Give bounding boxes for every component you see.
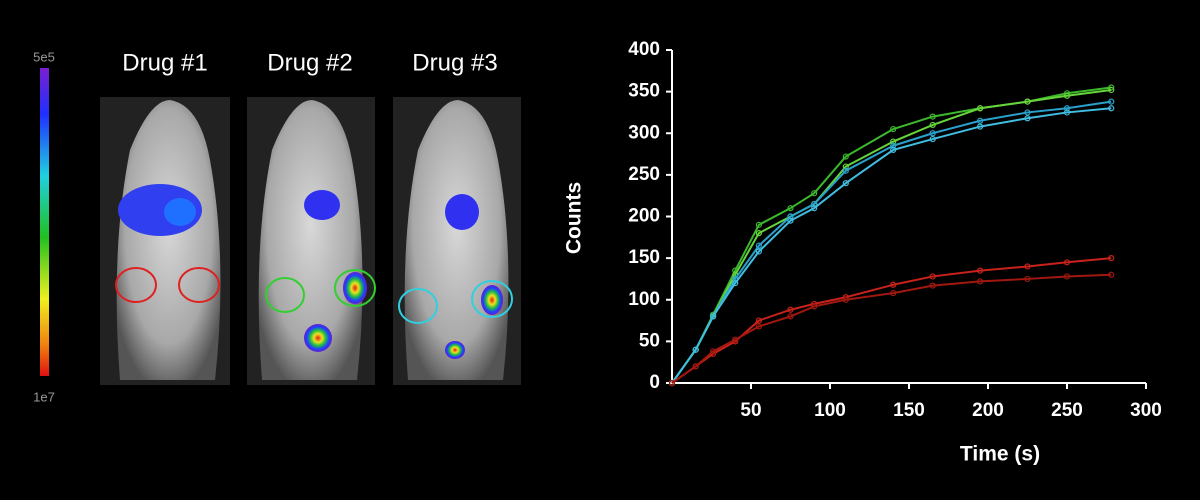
data-point (842, 153, 849, 160)
data-point (709, 313, 717, 320)
data-point (929, 121, 936, 129)
data-point (787, 313, 794, 320)
mouse-image-1 (100, 97, 230, 385)
y-tick-label: 150 (628, 247, 660, 268)
data-point (811, 205, 818, 212)
data-point (692, 363, 699, 370)
data-point (811, 303, 818, 310)
data-point (976, 278, 984, 285)
data-point (755, 317, 763, 324)
y-tick-label: 50 (639, 330, 660, 351)
data-point (1063, 273, 1071, 280)
x-tick-label: 150 (893, 400, 925, 421)
data-point (1108, 255, 1115, 262)
y-tick-label: 350 (628, 81, 660, 102)
data-point (811, 200, 818, 208)
y-tick-label: 0 (649, 372, 660, 393)
colorbar-bottom-label: 1e7 (33, 389, 55, 404)
data-point (755, 230, 763, 237)
panel-label: Drug #2 (267, 49, 352, 76)
data-point (890, 146, 897, 153)
data-point (842, 296, 849, 303)
data-point (755, 242, 763, 249)
panel-label: Drug #3 (412, 49, 497, 76)
data-point (1108, 105, 1115, 112)
data-point (1063, 92, 1071, 99)
data-point (755, 323, 763, 330)
panel-label: Drug #1 (122, 49, 207, 76)
data-point (976, 123, 984, 130)
data-point (1024, 109, 1031, 116)
mouse-image-2 (247, 97, 376, 385)
data-point (890, 289, 897, 297)
x-tick-label: 200 (972, 400, 1004, 421)
data-point (787, 213, 794, 220)
y-tick-label: 200 (628, 206, 660, 227)
series-line (671, 273, 1112, 384)
data-point (929, 282, 936, 289)
data-point (842, 167, 849, 174)
x-tick-label: 250 (1051, 400, 1083, 421)
colorbar (40, 68, 49, 376)
colorbar-top-label: 5e5 (33, 49, 55, 64)
data-point (732, 336, 739, 343)
data-point (811, 190, 818, 197)
data-point (787, 217, 794, 224)
data-point (1063, 105, 1071, 112)
series-line (671, 107, 1112, 384)
data-point (890, 142, 897, 149)
data-point (1024, 98, 1031, 105)
data-point (976, 267, 984, 274)
data-point (692, 346, 699, 353)
y-axis-label: Counts (563, 182, 586, 254)
data-point (1063, 259, 1071, 266)
data-point (1063, 109, 1071, 116)
data-point (976, 117, 984, 124)
data-point (929, 135, 936, 143)
data-point (1108, 86, 1115, 94)
data-point (1108, 271, 1115, 278)
data-point (890, 125, 897, 133)
data-point (1024, 115, 1031, 122)
x-axis-label: Time (s) (960, 443, 1040, 466)
data-point (1024, 275, 1031, 283)
data-point (929, 130, 936, 137)
mouse-image-3 (393, 97, 521, 385)
data-point (709, 348, 717, 355)
y-tick-label: 400 (628, 39, 660, 60)
data-point (787, 205, 794, 212)
data-point (842, 180, 849, 187)
y-tick-label: 100 (628, 289, 660, 310)
data-point (890, 138, 897, 145)
x-tick-label: 300 (1130, 400, 1162, 421)
data-point (755, 248, 763, 255)
data-point (929, 113, 936, 120)
y-tick-label: 300 (628, 122, 660, 143)
x-tick-label: 50 (740, 400, 761, 421)
data-point (755, 221, 763, 228)
x-tick-label: 100 (814, 400, 846, 421)
series-line (671, 257, 1112, 384)
data-point (668, 379, 676, 387)
data-point (787, 306, 794, 313)
data-point (1108, 98, 1115, 105)
data-point (976, 105, 984, 112)
data-point (890, 281, 897, 288)
data-point (929, 273, 936, 280)
y-tick-label: 250 (628, 164, 660, 185)
data-point (732, 280, 739, 287)
data-point (1024, 263, 1031, 270)
data-point (842, 163, 849, 170)
